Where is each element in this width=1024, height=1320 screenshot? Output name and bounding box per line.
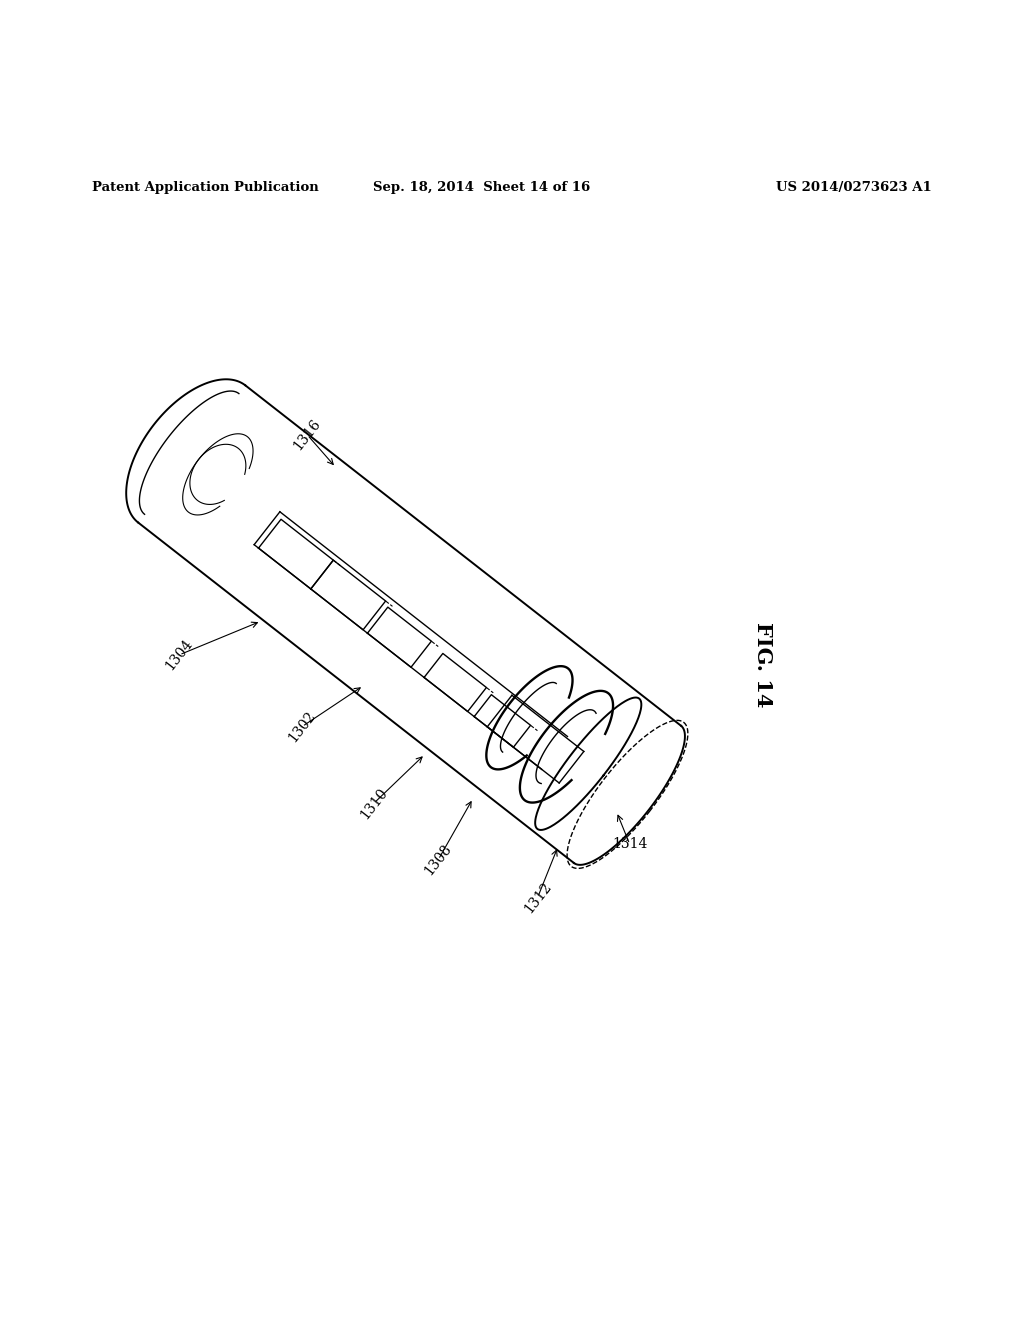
Text: FIG. 14: FIG. 14 (753, 622, 773, 708)
Text: Sep. 18, 2014  Sheet 14 of 16: Sep. 18, 2014 Sheet 14 of 16 (373, 181, 590, 194)
Text: Patent Application Publication: Patent Application Publication (92, 181, 318, 194)
Text: 1310: 1310 (357, 785, 390, 821)
Text: 1304: 1304 (163, 636, 196, 673)
Text: US 2014/0273623 A1: US 2014/0273623 A1 (776, 181, 932, 194)
Text: 1316: 1316 (291, 417, 324, 453)
Text: 1312: 1312 (521, 879, 554, 916)
Text: 1314: 1314 (612, 837, 647, 851)
Text: 1302: 1302 (286, 709, 318, 744)
Text: 1308: 1308 (422, 842, 455, 878)
